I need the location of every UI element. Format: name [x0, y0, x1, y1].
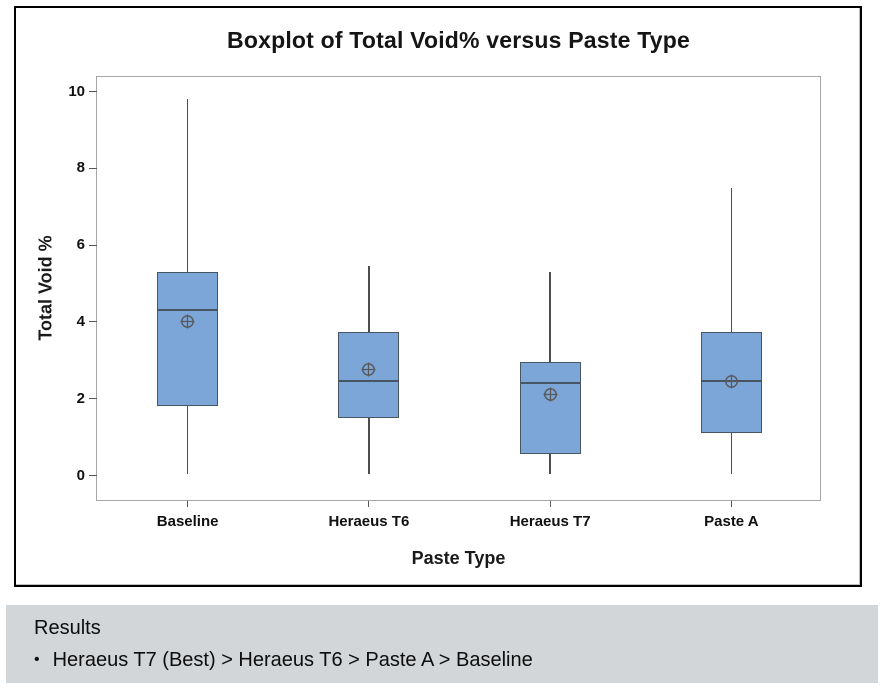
box-baseline — [157, 272, 219, 407]
y-tick-mark — [89, 244, 97, 246]
mean-marker-heraeus-t7 — [543, 387, 558, 402]
whisker-paste-a — [730, 187, 733, 474]
median-heraeus-t6 — [338, 380, 400, 383]
y-tick-label: 2 — [76, 389, 85, 407]
median-heraeus-t7 — [519, 382, 581, 385]
boxplot-chart-panel: Boxplot of Total Void% versus Paste Type… — [14, 6, 862, 587]
plot-area: 0 2 4 6 8 10 Baseline Heraeus T6 Heraeus T7 Paste… — [68, 76, 821, 530]
x-tick-label-heraeus-t6: Heraeus T6 — [328, 513, 410, 530]
mean-marker-heraeus-t6 — [361, 362, 376, 377]
y-tick-mark — [89, 321, 97, 323]
y-tick-mark — [89, 398, 97, 400]
x-tick-mark — [187, 501, 189, 507]
y-tick-label: 8 — [76, 159, 85, 177]
x-tick-label-baseline: Baseline — [156, 513, 219, 530]
x-tick-label-paste-a: Paste A — [704, 513, 759, 530]
median-baseline — [157, 309, 219, 312]
results-panel: Results • Heraeus T7 (Best) > Heraeus T6… — [6, 605, 878, 683]
x-tick-mark — [549, 501, 551, 507]
results-bullet-text: Heraeus T7 (Best) > Heraeus T6 > Paste A… — [52, 649, 533, 671]
y-tick-mark — [89, 167, 97, 169]
y-tick-label: 6 — [76, 236, 85, 254]
box-heraeus-t7 — [519, 362, 581, 455]
y-tick-label: 10 — [68, 82, 85, 100]
y-tick-label: 0 — [76, 466, 85, 484]
results-bullet-line: • Heraeus T7 (Best) > Heraeus T6 > Paste… — [34, 644, 878, 678]
bullet-icon: • — [34, 651, 40, 668]
x-tick-mark — [368, 501, 370, 507]
x-axis-title: Paste Type — [411, 548, 506, 568]
mean-marker-paste-a — [724, 374, 739, 389]
mean-marker-baseline — [180, 314, 195, 329]
y-tick-mark — [89, 475, 97, 476]
chart-title: Boxplot of Total Void% versus Paste Type — [227, 27, 690, 53]
y-tick-mark — [89, 91, 97, 93]
results-heading: Results — [34, 617, 101, 639]
x-tick-mark — [730, 501, 732, 507]
x-tick-label-heraeus-t7: Heraeus T7 — [509, 513, 591, 530]
y-tick-label: 4 — [76, 312, 85, 330]
